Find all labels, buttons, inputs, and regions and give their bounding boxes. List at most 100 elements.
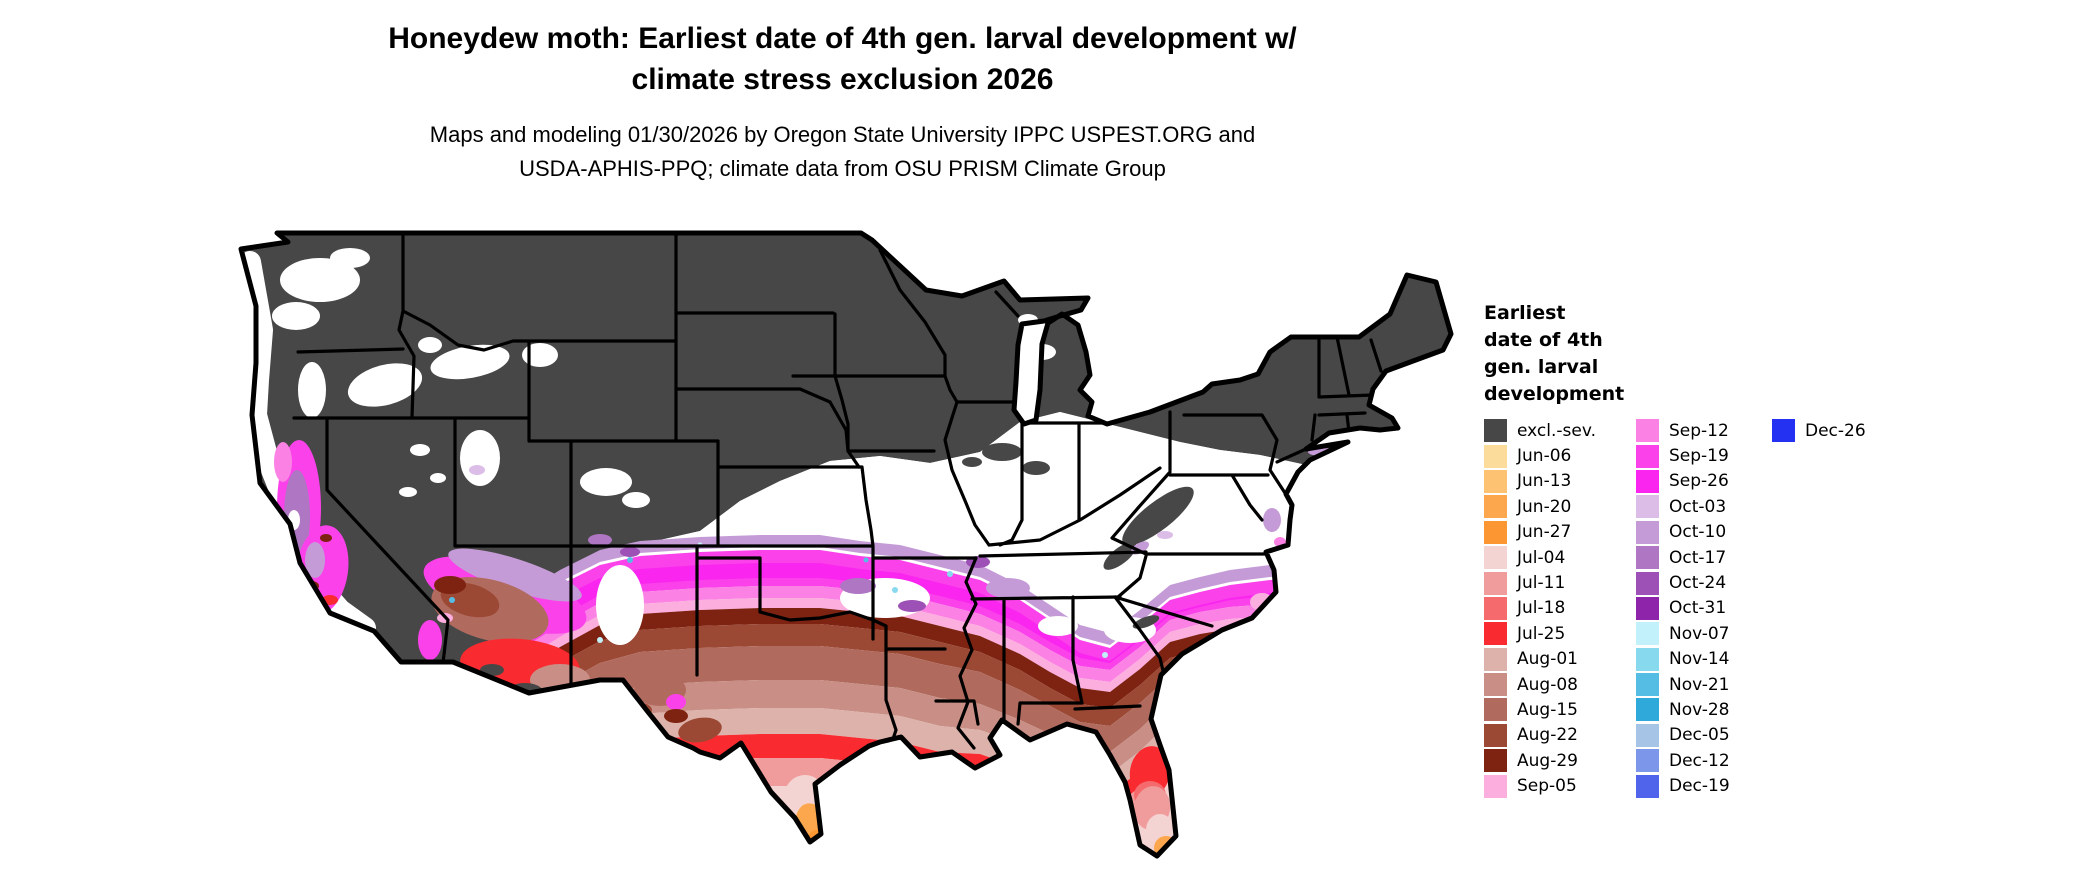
- legend-label: Sep-12: [1669, 420, 1729, 441]
- legend-label: Jun-20: [1517, 496, 1572, 517]
- white-patch: [410, 444, 430, 456]
- legend-swatch: [1636, 622, 1659, 646]
- legend-label: Aug-22: [1517, 725, 1578, 746]
- ky-purple: [986, 578, 1030, 598]
- ozark-purple-dark: [898, 600, 926, 612]
- date-band: [520, 586, 1451, 682]
- legend-label: Nov-07: [1669, 623, 1730, 644]
- legend-item: Jun-13: [1484, 469, 1636, 494]
- legend-item: Dec-19: [1636, 773, 1772, 798]
- legend-swatch: [1484, 749, 1507, 773]
- cyan-speck: [1102, 652, 1108, 658]
- white-patch: [418, 337, 442, 353]
- white-patch: [399, 487, 417, 497]
- legend-item: Aug-08: [1484, 672, 1636, 697]
- bigbend-dark: [678, 717, 722, 743]
- legend-label: Jul-18: [1517, 598, 1566, 619]
- legend-swatch: [1484, 596, 1507, 620]
- legend-item: Sep-19: [1636, 443, 1772, 468]
- legend-swatch: [1484, 419, 1507, 443]
- wv-purple-light: [1157, 531, 1173, 539]
- legend-item: Dec-12: [1636, 748, 1772, 773]
- bigbend-darkest: [664, 709, 688, 723]
- state-borders-west: [292, 233, 875, 690]
- region-central-white: [520, 412, 1451, 648]
- page-subtitle-line1: Maps and modeling 01/30/2026 by Oregon S…: [429, 122, 1256, 147]
- legend-label: Aug-29: [1517, 750, 1578, 771]
- legend-label: Oct-31: [1669, 598, 1727, 619]
- legend-swatch: [1484, 774, 1507, 798]
- legend-column: Sep-12 Sep-19 Sep-26 Oct-03 Oct-10 Oct-17 Oct-…: [1636, 418, 1772, 799]
- legend-item: Dec-26: [1772, 418, 1866, 443]
- fl-keys-dot: [1114, 870, 1126, 875]
- delmarva-purple: [1263, 508, 1281, 532]
- az-brown-darkest: [434, 576, 466, 594]
- state-borders: [292, 233, 1383, 750]
- legend-swatch: [1636, 419, 1659, 443]
- white-patch: [347, 363, 423, 407]
- legend-label: Dec-26: [1805, 420, 1866, 441]
- cyan-speck: [947, 571, 953, 577]
- legend-item: Oct-24: [1636, 570, 1772, 595]
- legend-swatch: [1636, 723, 1659, 747]
- oh-gray-patch: [1022, 461, 1050, 475]
- legend-label: Nov-21: [1669, 674, 1730, 695]
- legend-label: Oct-17: [1669, 547, 1727, 568]
- cyan-speck: [597, 637, 603, 643]
- state-borders-east: [1020, 335, 1383, 677]
- legend-label: Sep-26: [1669, 471, 1729, 492]
- page-title-line1: Honeydew moth: Earliest date of 4th gen.…: [388, 22, 1297, 55]
- legend-swatch: [1636, 698, 1659, 722]
- legend-item: Jun-20: [1484, 494, 1636, 519]
- legend-item: Aug-22: [1484, 723, 1636, 748]
- tn-basin-white: [1038, 616, 1078, 636]
- legend-label: Jun-27: [1517, 522, 1572, 543]
- white-patch: [272, 302, 320, 330]
- legend-swatch: [1484, 698, 1507, 722]
- nm-magenta-pocket: [666, 694, 686, 710]
- legend-swatch: [1636, 774, 1659, 798]
- legend-label: Oct-10: [1669, 522, 1727, 543]
- white-patch: [430, 473, 446, 483]
- legend-item: excl.-sev.: [1484, 418, 1636, 443]
- legend-swatch: [1636, 673, 1659, 697]
- legend-item: Nov-28: [1636, 697, 1772, 722]
- white-patch: [580, 468, 632, 496]
- ozark-purple: [840, 578, 876, 594]
- legend-label: Sep-19: [1669, 446, 1729, 467]
- legend-swatch: [1484, 546, 1507, 570]
- white-patch: [330, 248, 370, 268]
- legend-item: Jul-18: [1484, 596, 1636, 621]
- legend-label: Aug-01: [1517, 649, 1578, 670]
- page-title-line2: climate stress exclusion 2026: [631, 63, 1054, 96]
- legend-swatch: [1636, 647, 1659, 671]
- legend-label: Nov-14: [1669, 649, 1730, 670]
- legend-swatch: [1484, 647, 1507, 671]
- legend-swatch: [1484, 520, 1507, 544]
- legend-item: Aug-01: [1484, 647, 1636, 672]
- white-patch: [430, 344, 510, 380]
- legend-item: Jul-25: [1484, 621, 1636, 646]
- oh-gray-patch: [982, 443, 1022, 461]
- legend-swatch: [1484, 571, 1507, 595]
- legend-column: Dec-26: [1772, 418, 1866, 443]
- state-borders-central: [791, 248, 1162, 750]
- legend-item: Nov-07: [1636, 621, 1772, 646]
- purple-patch: [588, 534, 612, 546]
- white-patch: [280, 258, 360, 302]
- legend-title-line: Earliest: [1484, 302, 1566, 324]
- oh-gray-patch: [962, 457, 982, 467]
- fl-keys-dot: [1154, 870, 1162, 874]
- legend-swatch: [1636, 495, 1659, 519]
- legend-label: Jul-04: [1517, 547, 1566, 568]
- legend-swatch: [1484, 469, 1507, 493]
- legend-item: Nov-14: [1636, 647, 1772, 672]
- legend-label: Dec-05: [1669, 725, 1730, 746]
- legend-title-line: date of 4th: [1484, 329, 1603, 351]
- legend-item: Jul-11: [1484, 570, 1636, 595]
- legend-title-line: gen. larval: [1484, 356, 1599, 378]
- cyan-speck: [863, 557, 869, 563]
- az-brown-se-dark: [561, 688, 609, 712]
- white-patch: [460, 430, 500, 486]
- legend-swatch: [1484, 622, 1507, 646]
